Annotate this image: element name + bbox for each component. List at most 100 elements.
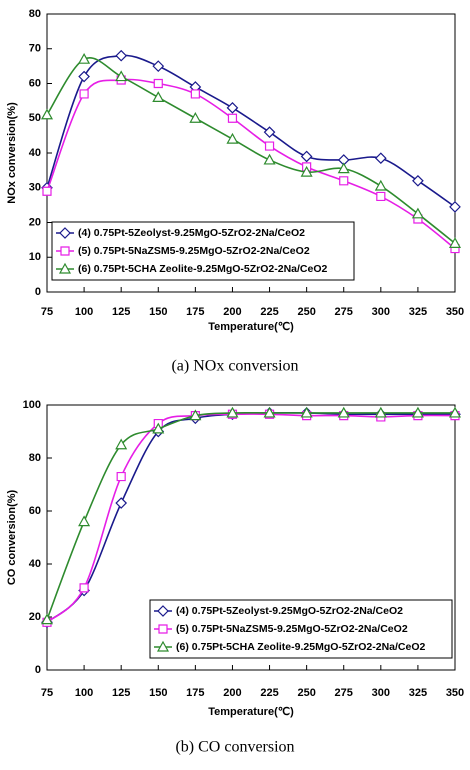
x-tick-label: 325 <box>409 687 427 699</box>
x-tick-label: 350 <box>446 306 464 318</box>
marker <box>79 89 89 99</box>
y-tick-label: 20 <box>29 611 41 623</box>
marker <box>152 60 165 72</box>
marker <box>189 409 202 421</box>
series-line <box>46 411 455 623</box>
x-tick-label: 125 <box>112 306 130 318</box>
y-tick-label: 0 <box>35 664 41 676</box>
y-tick-label: 50 <box>29 112 41 124</box>
marker <box>263 153 276 165</box>
y-tick-label: 0 <box>35 286 41 298</box>
marker <box>58 262 72 274</box>
caption: (a) NOx conversion <box>171 358 298 375</box>
marker <box>339 176 349 186</box>
legend-label: (4) 0.75Pt-5Zeolyst-9.25MgO-5ZrO2-2Na/Ce… <box>78 227 305 239</box>
marker <box>156 640 170 652</box>
marker <box>42 186 52 196</box>
x-tick-label: 125 <box>112 687 130 699</box>
marker <box>449 201 461 213</box>
y-tick-label: 60 <box>29 505 41 517</box>
x-tick-label: 150 <box>149 306 167 318</box>
marker <box>337 162 350 174</box>
marker <box>153 78 163 89</box>
x-tick-label: 150 <box>149 687 167 699</box>
marker <box>59 227 71 239</box>
x-tick-label: 75 <box>41 687 53 699</box>
marker <box>264 141 275 151</box>
x-tick-label: 250 <box>297 306 315 318</box>
x-axis-label: Temperature(℃) <box>208 706 294 718</box>
x-tick-label: 300 <box>372 687 390 699</box>
x-axis-label: Temperature(℃) <box>208 321 294 333</box>
marker <box>263 406 276 418</box>
marker <box>60 246 70 256</box>
marker <box>448 237 462 248</box>
x-tick-label: 100 <box>75 687 93 699</box>
y-tick-label: 10 <box>29 251 41 263</box>
legend-label: (6) 0.75Pt-5CHA Zeolite-9.25MgO-5ZrO2-2N… <box>176 641 426 653</box>
marker <box>226 406 239 418</box>
marker <box>116 471 126 482</box>
y-tick-label: 60 <box>29 77 41 89</box>
marker <box>152 91 165 102</box>
legend-label: (5) 0.75Pt-5NaZSM5-9.25MgO-5ZrO2-2Na/CeO… <box>176 623 408 635</box>
y-axis-label: CO conversion(%) <box>6 489 18 585</box>
x-tick-label: 325 <box>409 306 427 318</box>
x-tick-label: 200 <box>223 687 241 699</box>
series-line <box>46 57 456 244</box>
marker <box>79 583 89 593</box>
legend-box <box>149 599 453 659</box>
marker <box>226 101 239 114</box>
marker <box>189 112 202 123</box>
x-tick-label: 100 <box>75 306 93 318</box>
legend-label: (6) 0.75Pt-5CHA Zeolite-9.25MgO-5ZrO2-2N… <box>78 263 328 275</box>
x-tick-label: 225 <box>260 687 278 699</box>
series-line <box>46 413 456 623</box>
y-axis-label: NOx conversion(%) <box>6 102 18 204</box>
y-tick-label: 80 <box>29 452 41 464</box>
x-tick-label: 275 <box>335 687 353 699</box>
legend-box <box>51 221 355 281</box>
marker <box>448 406 462 418</box>
marker <box>376 191 386 202</box>
marker <box>115 49 128 62</box>
marker <box>115 497 128 509</box>
marker <box>157 605 169 617</box>
marker <box>226 132 239 144</box>
marker <box>227 113 238 123</box>
marker <box>374 152 387 165</box>
x-tick-label: 250 <box>297 687 315 699</box>
marker <box>300 406 313 418</box>
y-tick-label: 40 <box>29 147 41 159</box>
y-tick-label: 30 <box>29 182 41 194</box>
marker <box>263 126 276 138</box>
legend-label: (5) 0.75Pt-5NaZSM5-9.25MgO-5ZrO2-2Na/CeO… <box>78 245 310 257</box>
legend-label: (4) 0.75Pt-5Zeolyst-9.25MgO-5ZrO2-2Na/Ce… <box>176 605 403 617</box>
x-tick-label: 350 <box>446 687 464 699</box>
marker <box>411 406 424 418</box>
x-tick-label: 175 <box>186 306 204 318</box>
marker <box>411 207 424 219</box>
y-tick-label: 20 <box>29 216 41 228</box>
marker <box>374 179 387 191</box>
marker <box>412 174 424 187</box>
plot-frame <box>46 404 456 671</box>
y-tick-label: 100 <box>23 399 41 411</box>
x-tick-label: 200 <box>223 306 241 318</box>
series-line <box>46 54 456 208</box>
marker <box>300 150 313 163</box>
marker <box>40 613 54 625</box>
x-tick-label: 275 <box>335 306 353 318</box>
marker <box>40 108 54 120</box>
x-tick-label: 225 <box>260 306 278 318</box>
y-tick-label: 40 <box>29 558 41 570</box>
x-tick-label: 175 <box>186 687 204 699</box>
x-tick-label: 75 <box>41 306 53 318</box>
marker <box>78 52 91 64</box>
marker <box>152 422 165 434</box>
marker <box>78 70 90 83</box>
caption: (b) CO conversion <box>175 739 294 756</box>
marker <box>337 406 350 418</box>
marker <box>78 515 91 527</box>
